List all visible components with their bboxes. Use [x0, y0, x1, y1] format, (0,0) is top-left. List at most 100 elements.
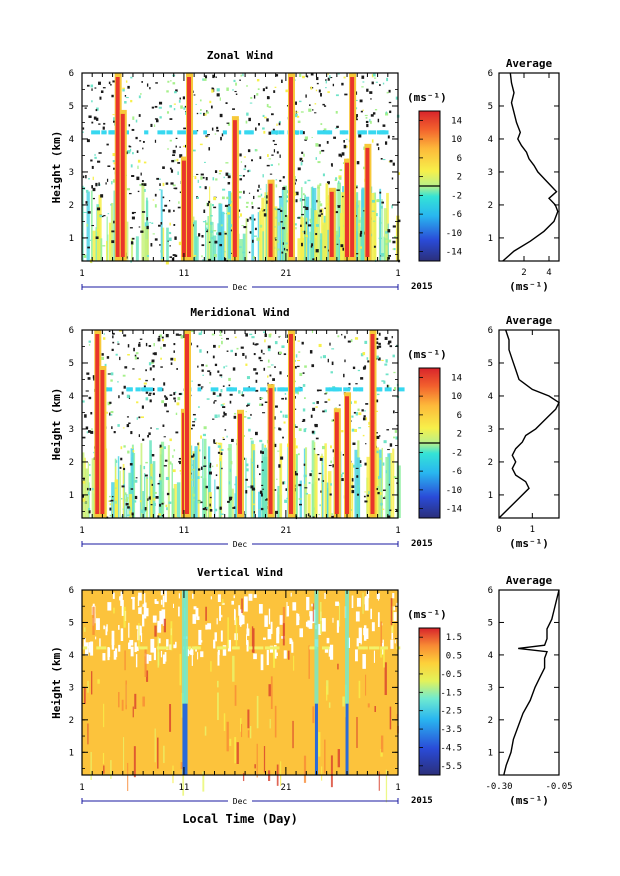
field-cell	[127, 762, 129, 792]
field-cell	[317, 184, 321, 261]
field-cell	[96, 117, 99, 121]
field-cell	[362, 417, 366, 421]
field-cell	[242, 73, 244, 77]
field-cell	[308, 224, 312, 227]
field-cell	[163, 382, 166, 386]
field-column	[95, 334, 100, 514]
field-cell	[234, 608, 236, 621]
field-column	[183, 590, 188, 704]
field-cell	[266, 103, 269, 108]
field-column	[184, 703, 188, 775]
field-cell	[245, 478, 248, 481]
field-cell	[160, 441, 165, 518]
average-y-tick-label: 6	[488, 69, 493, 79]
field-cell	[320, 356, 322, 359]
field-cell	[393, 389, 396, 391]
field-cell	[250, 485, 254, 489]
field-cell	[365, 120, 369, 124]
month-label: Dec	[233, 283, 248, 292]
field-cell	[105, 626, 108, 636]
field-cell	[88, 396, 92, 400]
field-cell	[337, 205, 341, 208]
field-cell	[193, 220, 197, 261]
field-cell	[319, 457, 323, 461]
field-cell	[199, 449, 201, 452]
field-column	[181, 160, 186, 257]
field-cell	[159, 334, 162, 338]
field-cell	[307, 179, 311, 182]
y-axis-label: Height (km)	[50, 388, 63, 461]
field-cell	[158, 480, 162, 518]
field-cell	[322, 173, 325, 177]
field-cell	[284, 214, 287, 217]
field-cell	[169, 105, 173, 108]
field-cell	[261, 197, 265, 261]
field-cell	[323, 130, 330, 135]
field-cell	[177, 206, 181, 209]
field-cell	[311, 483, 314, 518]
field-cell	[330, 371, 333, 374]
field-cell	[351, 415, 354, 418]
field-cell	[199, 349, 202, 353]
average-x-tick-label: 2	[521, 268, 526, 278]
field-cell	[211, 465, 214, 468]
field-cell	[113, 650, 117, 660]
field-cell	[82, 646, 88, 650]
field-cell	[337, 182, 341, 261]
field-cell	[283, 650, 287, 659]
field-cell	[159, 610, 163, 625]
field-cell	[383, 380, 386, 384]
field-cell	[197, 476, 200, 479]
field-cell	[389, 443, 393, 447]
field-cell	[229, 400, 232, 404]
field-cell	[226, 721, 229, 752]
field-cell	[162, 595, 165, 608]
field-cell	[305, 492, 308, 495]
field-cell	[205, 227, 208, 231]
field-cell	[96, 618, 100, 630]
field-cell	[121, 485, 125, 488]
field-cell	[276, 628, 280, 644]
field-column	[288, 77, 293, 257]
field-cell	[278, 163, 280, 166]
field-cell	[151, 359, 155, 363]
field-cell	[321, 480, 324, 484]
field-cell	[109, 401, 112, 404]
x-tick-label: 1	[79, 526, 84, 536]
x-tick-label: 21	[280, 783, 291, 793]
field-cell	[171, 159, 175, 163]
field-cell	[130, 646, 134, 657]
field-cell	[90, 412, 93, 415]
field-cell	[84, 502, 88, 504]
field-cell	[256, 237, 260, 241]
field-cell	[209, 509, 213, 512]
field-cell	[294, 445, 298, 449]
field-cell	[194, 418, 197, 421]
field-cell	[143, 473, 146, 518]
field-cell	[327, 358, 329, 363]
field-cell	[156, 177, 160, 180]
field-cell	[368, 421, 371, 425]
field-cell	[200, 176, 203, 180]
field-cell	[311, 603, 314, 607]
field-cell	[169, 222, 171, 226]
field-cell	[183, 145, 186, 148]
field-cell	[124, 492, 127, 496]
field-cell	[240, 213, 242, 217]
field-cell	[148, 654, 152, 662]
field-cell	[246, 623, 249, 635]
field-cell	[174, 391, 177, 394]
field-cell	[144, 593, 146, 604]
field-cell	[227, 447, 231, 451]
field-cell	[374, 77, 377, 79]
field-cell	[324, 393, 327, 395]
field-cell	[213, 401, 215, 404]
field-cell	[358, 223, 360, 226]
field-cell	[248, 117, 251, 122]
field-cell	[281, 345, 285, 348]
field-cell	[114, 500, 118, 504]
field-cell	[150, 427, 152, 429]
field-cell	[286, 606, 290, 617]
field-cell	[273, 149, 276, 153]
field-cell	[135, 654, 138, 668]
